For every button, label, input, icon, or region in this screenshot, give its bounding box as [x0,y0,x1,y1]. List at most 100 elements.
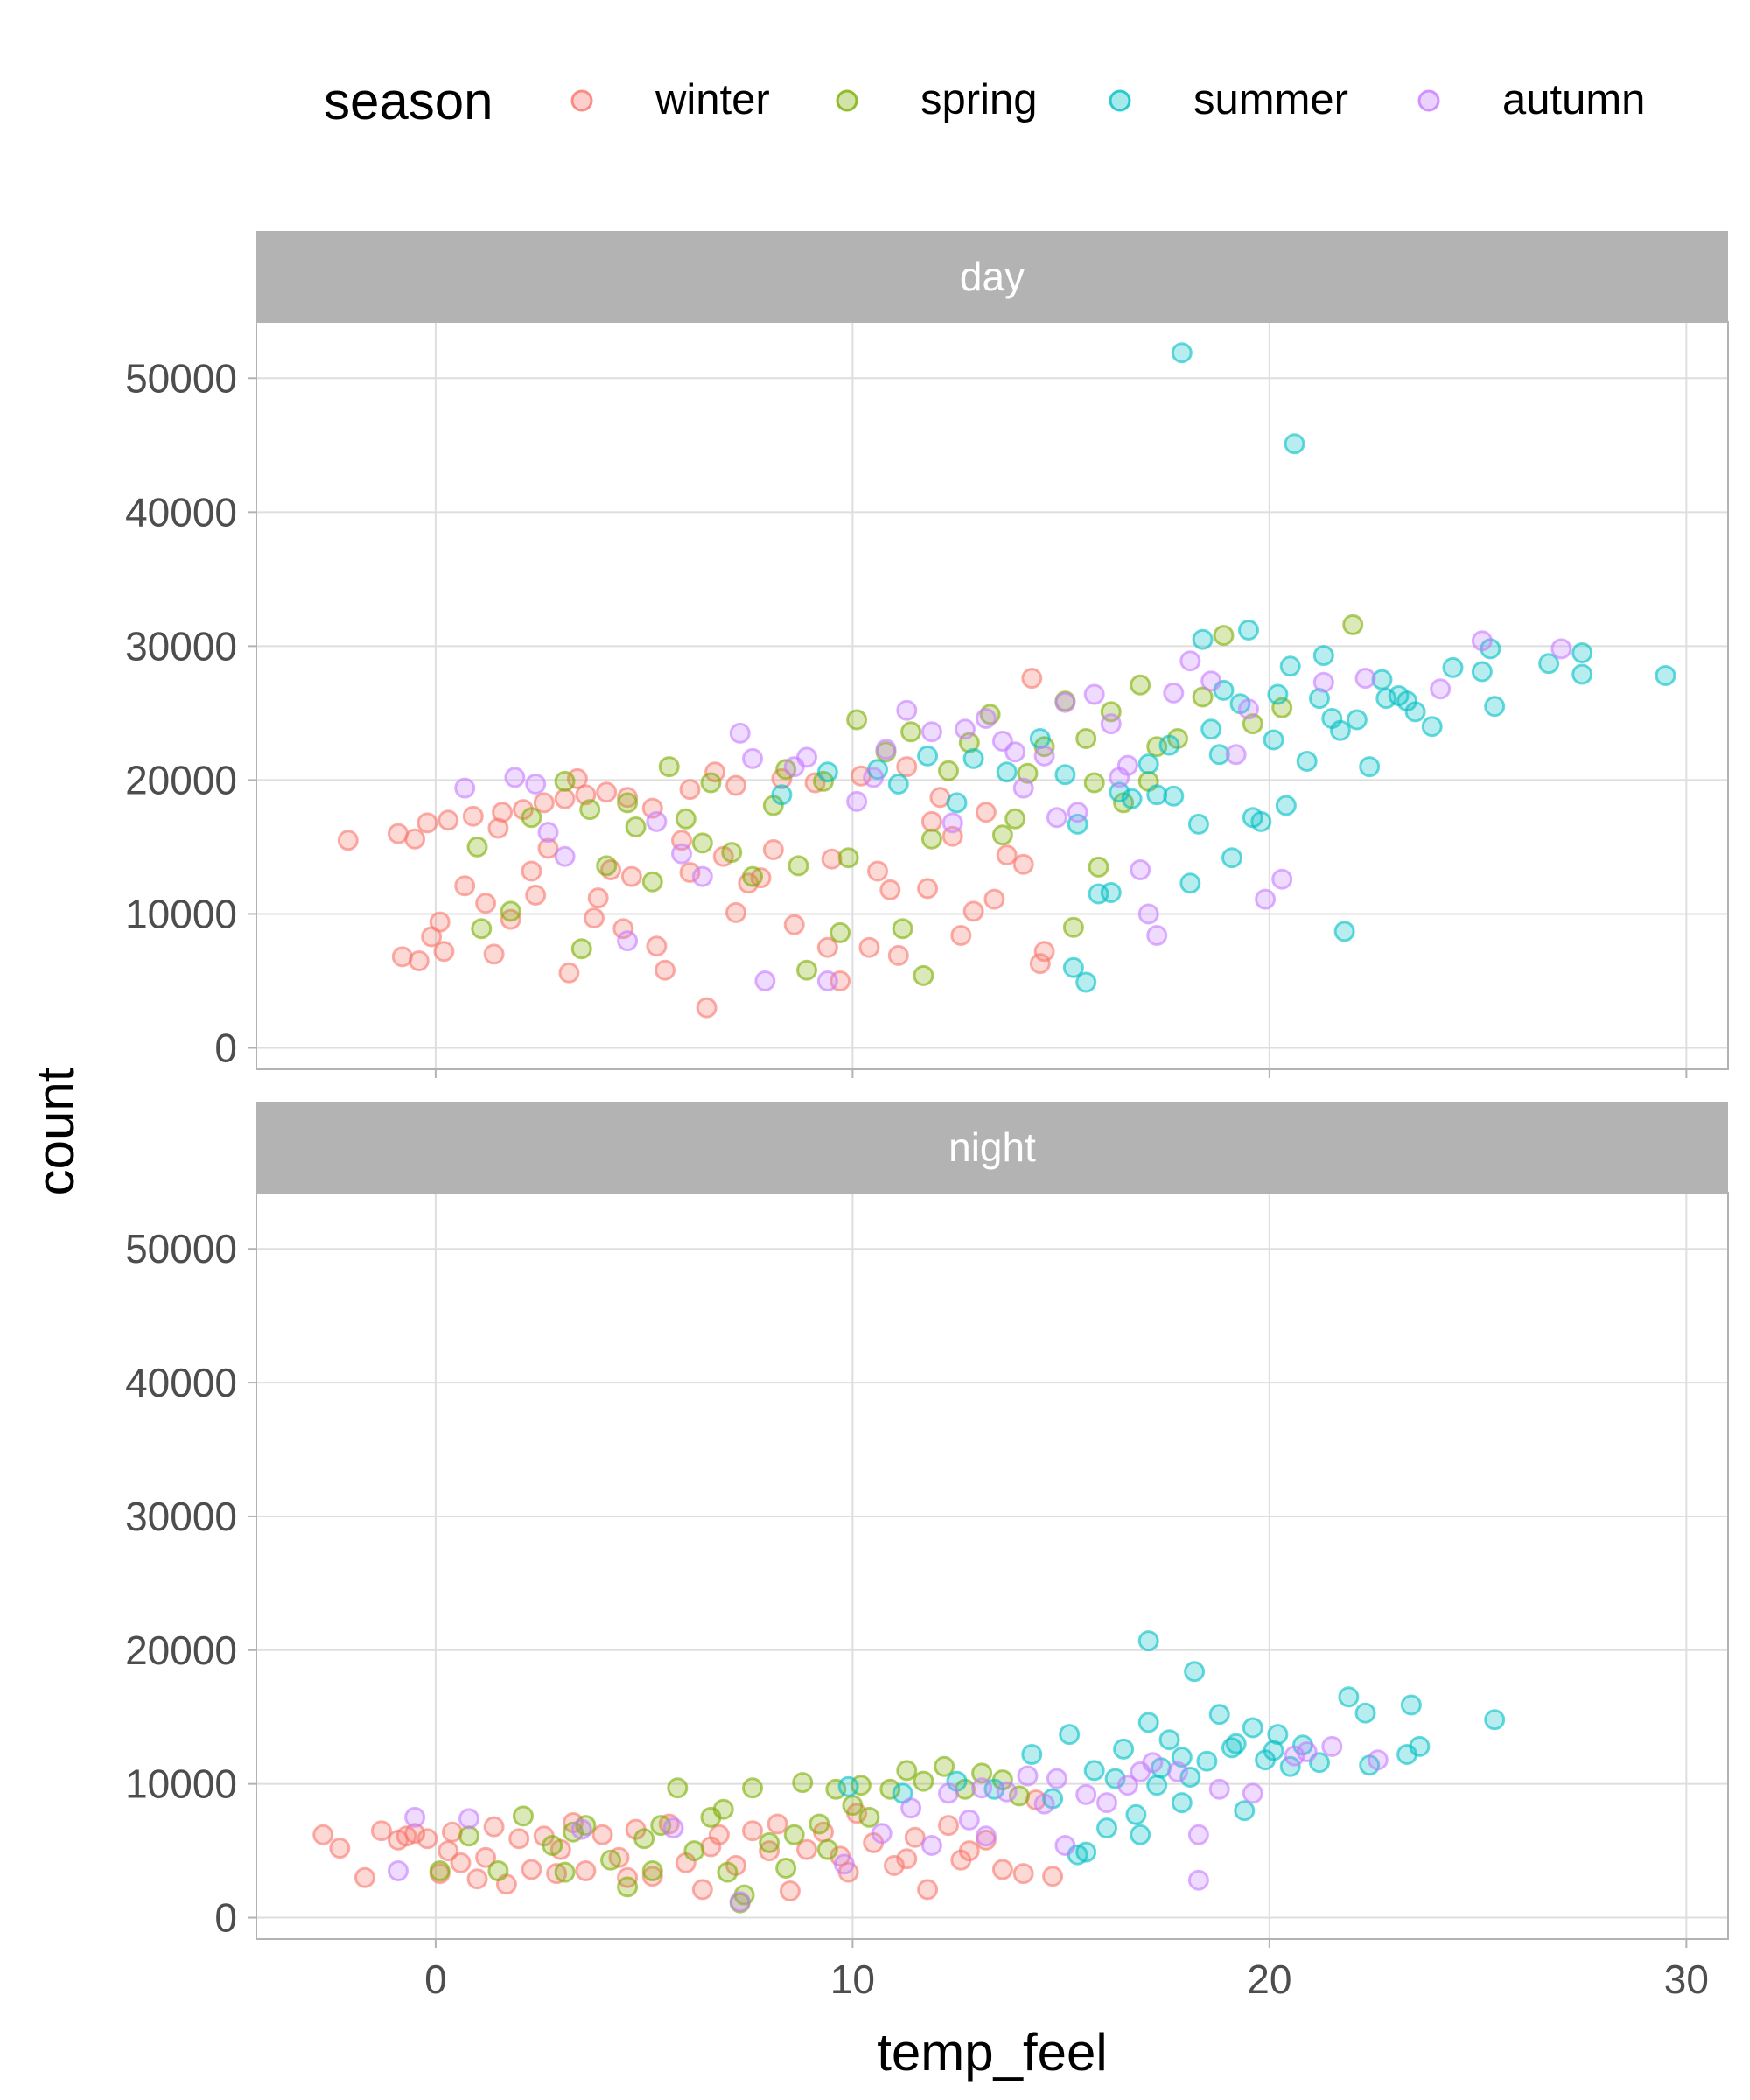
panel-background [256,1193,1728,1939]
point-autumn [996,1781,1018,1802]
x-tick-label: 20 [1247,1956,1292,2002]
point-autumn [1271,868,1293,890]
point-autumn [1430,678,1452,700]
point-winter [920,810,942,832]
point-autumn [920,1835,942,1856]
legend-label-spring: spring [920,76,1037,123]
point-winter [950,1849,972,1871]
point-autumn [1100,713,1122,735]
legend-key-autumn [1418,89,1440,112]
point-summer [1200,718,1222,740]
point-spring [721,842,743,864]
legend-key-spring [836,89,858,112]
point-winter [370,1820,392,1842]
point-summer [1572,642,1593,663]
point-summer [1442,656,1464,678]
point-autumn [617,930,639,952]
point-autumn [1163,682,1185,704]
point-winter [796,1838,817,1860]
point-spring [892,918,914,940]
legend: season winter spring summer autumn [324,72,1645,130]
panel-border [256,1192,1729,1940]
facet-strip-label: night [948,1124,1036,1170]
point-spring [675,808,696,830]
point-spring [579,799,601,821]
point-spring [521,807,542,829]
y-tick-label: 30000 [125,623,237,668]
point-winter [917,878,939,900]
point-winter [487,817,509,839]
point-spring [717,1861,738,1883]
point-summer [1021,1744,1043,1765]
point-autumn [875,738,897,760]
point-spring [487,1860,509,1881]
x-tick-label: 30 [1664,1956,1709,2002]
point-summer [1121,788,1143,809]
point-summer [1083,1760,1105,1782]
x-axis-title: temp_feel [877,2023,1108,2082]
point-spring [920,828,942,850]
point-summer [1338,1686,1360,1708]
point-winter [1033,941,1055,962]
legend-key-winter [570,89,593,112]
point-winter [975,802,997,823]
legend-label-summer: summer [1194,76,1348,123]
point-winter [783,914,805,935]
y-tick-label: 0 [214,1895,237,1941]
point-spring [830,921,851,943]
point-summer [1238,620,1259,640]
point-summer [1421,716,1443,738]
point-autumn [938,1782,959,1804]
point-autumn [646,810,668,832]
point-summer [1130,1824,1152,1845]
point-autumn [454,777,476,799]
point-winter [762,839,784,860]
point-winter [454,875,476,897]
point-autumn [1225,744,1247,766]
point-autumn [537,822,559,844]
y-tick-label: 10000 [125,1761,237,1807]
point-spring [934,1755,956,1777]
point-autumn [1187,1824,1209,1845]
point-autumn [1200,670,1222,692]
point-winter [312,1824,334,1845]
point-autumn [955,718,976,740]
point-summer [1371,668,1393,690]
point-winter [700,1836,722,1858]
point-summer [1329,719,1351,741]
point-winter [904,1826,926,1848]
point-winter [575,1860,597,1881]
point-winter [475,1846,497,1868]
point-winter [725,774,746,796]
point-autumn [1116,1774,1138,1796]
point-spring [1088,856,1110,878]
point-summer [1359,756,1381,778]
point-winter [466,1868,488,1890]
point-autumn [729,1891,751,1913]
point-winter [429,911,451,933]
point-spring [900,721,922,743]
point-autumn [1017,1765,1039,1787]
point-spring [1213,625,1235,647]
point-winter [620,865,642,887]
point-winter [896,1848,918,1870]
point-winter [441,1821,463,1843]
point-summer [1279,655,1301,677]
point-winter [779,1880,801,1901]
point-autumn [1550,638,1572,660]
point-winter [521,860,542,882]
point-autumn [1046,1768,1068,1789]
facet-strip-day [256,231,1728,322]
point-summer [1275,794,1297,816]
point-autumn [1321,1735,1343,1757]
point-autumn [404,1806,426,1828]
facet-strip-label: day [960,254,1025,299]
point-winter [525,885,547,906]
y-axis-title: count [26,1067,85,1195]
point-spring [542,1835,564,1856]
point-autumn [1255,888,1277,910]
point-spring [1004,808,1026,830]
point-summer [1180,872,1201,894]
point-summer [1471,661,1493,682]
point-summer [946,792,968,814]
